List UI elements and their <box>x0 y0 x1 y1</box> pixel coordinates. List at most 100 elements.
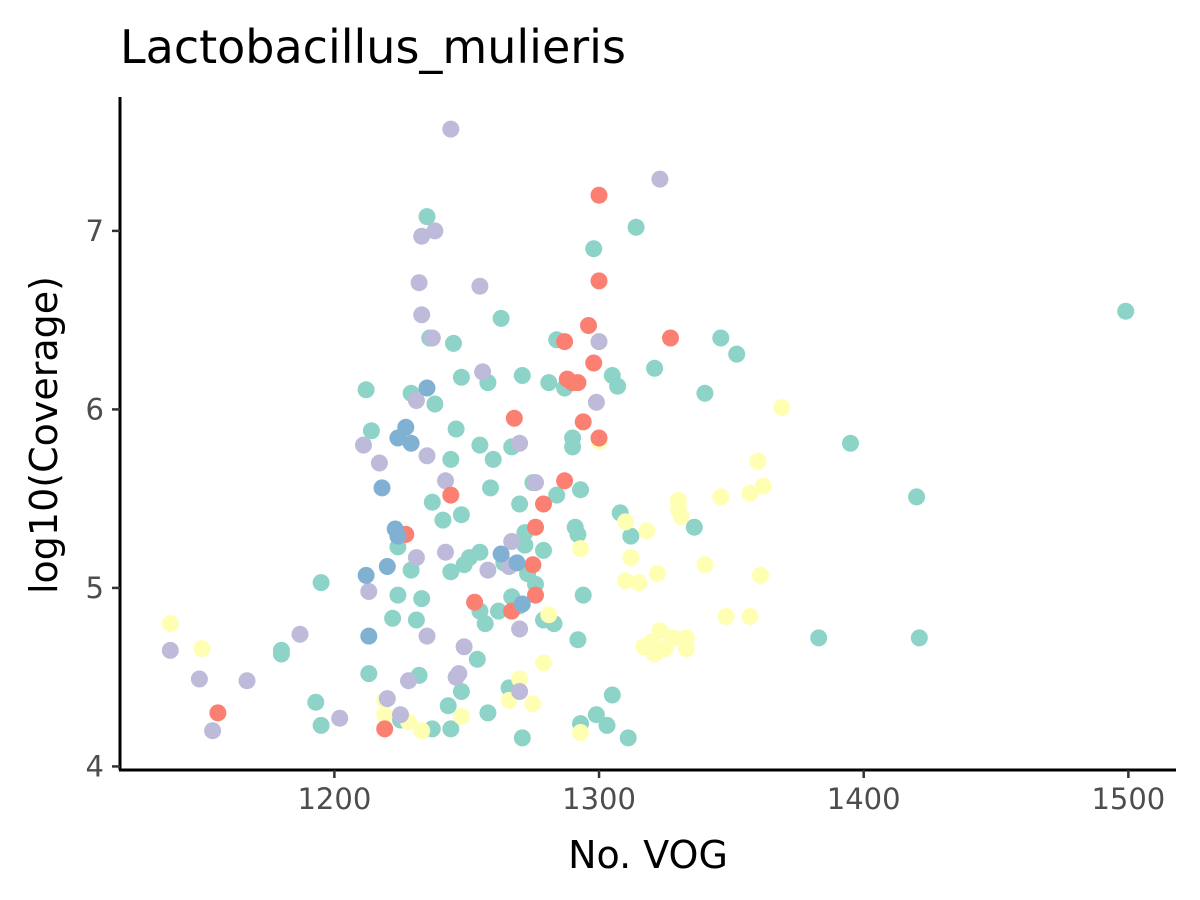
data-point <box>360 583 378 600</box>
data-point <box>598 716 616 734</box>
data-point <box>378 558 396 575</box>
y-tick-label: 7 <box>86 214 104 248</box>
x-tick-label: 1300 <box>562 782 636 816</box>
data-point <box>540 374 558 392</box>
data-point <box>587 706 605 724</box>
data-point <box>492 545 510 563</box>
data-point <box>572 540 589 558</box>
data-point <box>503 533 521 550</box>
data-point <box>439 697 457 715</box>
data-point <box>569 631 587 649</box>
data-point <box>161 615 179 633</box>
data-point <box>728 345 746 363</box>
data-point <box>590 333 608 351</box>
data-point <box>452 368 470 386</box>
data-point <box>466 593 484 611</box>
data-point <box>556 472 574 490</box>
data-point <box>452 707 470 725</box>
data-point <box>407 611 425 629</box>
data-point <box>511 670 529 688</box>
data-point <box>471 436 489 454</box>
data-point <box>437 543 454 561</box>
data-point <box>291 625 309 643</box>
data-point <box>442 120 460 138</box>
data-point <box>402 434 420 452</box>
data-point <box>389 527 407 545</box>
data-point <box>617 572 634 590</box>
data-point <box>418 379 436 397</box>
data-point <box>423 329 441 347</box>
data-point <box>741 484 759 502</box>
data-point <box>312 716 330 734</box>
data-point <box>609 377 627 395</box>
data-point <box>590 272 608 290</box>
data-point <box>479 561 497 579</box>
data-point <box>511 434 529 452</box>
data-point <box>664 629 682 647</box>
data-point <box>442 486 460 504</box>
data-point <box>418 447 436 465</box>
data-point <box>569 525 587 543</box>
data-point <box>479 704 497 722</box>
data-point <box>603 686 621 704</box>
data-point <box>272 645 290 663</box>
x-tick-label: 1400 <box>827 782 901 816</box>
data-point <box>238 672 256 690</box>
data-point <box>572 481 589 499</box>
data-point <box>587 393 605 411</box>
data-point <box>442 720 460 738</box>
data-point <box>511 495 529 513</box>
data-point <box>357 566 375 584</box>
data-point <box>492 309 510 327</box>
data-point <box>360 627 378 645</box>
data-point <box>373 479 391 497</box>
y-tick-label: 4 <box>86 749 104 783</box>
data-point <box>516 536 534 554</box>
data-point <box>418 627 436 645</box>
data-point <box>378 690 396 708</box>
data-point <box>651 622 669 640</box>
data-point <box>677 629 695 647</box>
points-layer <box>161 120 1135 747</box>
x-tick-label: 1500 <box>1091 782 1165 816</box>
data-point <box>617 513 634 531</box>
data-point <box>662 329 679 347</box>
data-point <box>376 706 394 724</box>
x-axis-title: No. VOG <box>568 833 728 877</box>
data-point <box>389 586 407 604</box>
data-point <box>524 695 542 713</box>
data-point <box>646 359 664 377</box>
data-point <box>413 227 431 245</box>
data-point <box>445 334 462 352</box>
data-point <box>505 409 523 427</box>
data-point <box>754 477 772 495</box>
data-point <box>447 420 465 438</box>
data-point <box>426 395 444 413</box>
data-point <box>508 554 526 572</box>
data-point <box>418 208 436 226</box>
data-point <box>400 672 417 690</box>
data-point <box>413 306 431 324</box>
data-point <box>908 488 926 506</box>
data-point <box>331 709 349 727</box>
data-point <box>696 556 714 574</box>
data-point <box>413 590 431 608</box>
data-point <box>619 729 637 747</box>
data-point <box>590 186 608 204</box>
data-point <box>910 629 928 647</box>
data-point <box>360 665 378 683</box>
data-point <box>622 549 640 567</box>
data-point <box>384 609 402 627</box>
data-point <box>437 472 454 490</box>
data-point <box>527 474 544 492</box>
data-point <box>540 606 558 624</box>
data-point <box>513 595 531 613</box>
data-point <box>556 333 574 351</box>
data-point <box>357 381 375 399</box>
data-point <box>535 654 552 672</box>
data-point <box>413 722 431 740</box>
data-point <box>585 240 603 258</box>
data-point <box>580 317 597 334</box>
data-point <box>455 638 473 656</box>
